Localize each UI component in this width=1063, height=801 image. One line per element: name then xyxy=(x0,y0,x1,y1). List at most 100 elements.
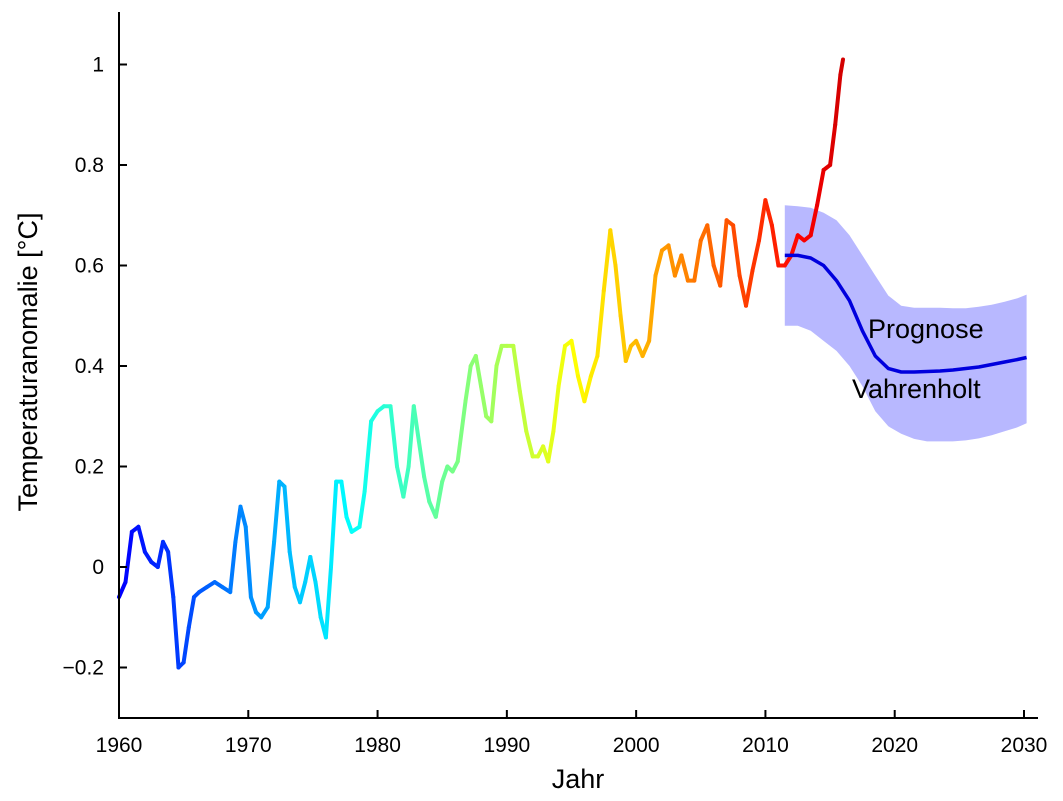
observed-line-segment xyxy=(422,474,432,504)
observed-line-segment xyxy=(136,524,147,554)
observed-line-segment xyxy=(524,429,535,459)
observed-line-segment xyxy=(744,268,755,308)
observed-line-segment xyxy=(233,504,243,544)
observed-line-segment xyxy=(298,580,308,605)
observed-line-segment xyxy=(763,198,774,228)
x-tick-label: 2030 xyxy=(1001,734,1048,757)
y-tick-label: 0.4 xyxy=(75,355,105,378)
forecast-band-layer xyxy=(784,205,1027,442)
y-axis-title: Temperaturanomalie [°C] xyxy=(13,213,43,512)
x-tick-label: 1990 xyxy=(483,734,530,757)
observed-line-segment xyxy=(411,404,421,444)
observed-line-segment xyxy=(647,273,658,343)
observed-line-segment xyxy=(640,338,652,358)
observed-line-segment xyxy=(248,595,258,615)
observed-line-segment xyxy=(731,223,742,278)
observed-line-segment xyxy=(595,288,606,358)
observed-line-segment xyxy=(155,539,165,569)
observed-line-segment xyxy=(692,238,703,283)
observed-line-segment xyxy=(401,464,411,499)
observed-line-segment xyxy=(186,595,196,630)
observed-line-segment xyxy=(653,248,664,278)
y-tick-label: 0.2 xyxy=(75,456,104,479)
observed-line-segment xyxy=(473,354,483,389)
observed-line-segment xyxy=(344,514,354,534)
x-tick-label: 1960 xyxy=(96,734,143,757)
x-axis-title: Jahr xyxy=(552,764,605,794)
observed-line-segment xyxy=(117,580,128,600)
y-tick-label: −0.2 xyxy=(63,657,104,680)
observed-line-segment xyxy=(833,72,843,127)
observed-line-segment xyxy=(705,223,716,268)
observed-line-segment xyxy=(808,203,820,238)
observed-line-segment xyxy=(265,539,277,610)
observed-line-segment xyxy=(323,565,333,640)
observed-line-segment xyxy=(339,479,349,519)
observed-line-segment xyxy=(613,263,623,318)
observed-line-segment xyxy=(769,223,781,268)
observed-line-segment xyxy=(433,479,445,519)
observed-line-segment xyxy=(287,549,297,590)
x-tick-label: 2000 xyxy=(613,734,660,757)
observed-line-segment xyxy=(308,555,318,585)
observed-line-segment xyxy=(750,238,761,273)
observed-line-segment xyxy=(517,389,529,434)
observed-line-segment xyxy=(489,364,499,424)
observed-line-segment xyxy=(618,313,628,363)
observed-line-segment xyxy=(238,504,248,529)
observed-line-segment xyxy=(369,409,380,424)
observed-line-segment xyxy=(282,484,292,554)
observed-line-segment xyxy=(329,479,339,569)
observed-line-segment xyxy=(601,228,613,293)
observed-line-segment xyxy=(313,580,323,620)
observed-line-segment xyxy=(623,343,633,363)
observed-line-segment xyxy=(666,243,677,278)
forecast-line-layer xyxy=(784,253,1027,374)
ticks: 1960 1970 1980 1990 2000 2010 2020 2030 −0.2 0 0.2… xyxy=(63,54,1048,758)
observed-line-segment xyxy=(123,529,134,585)
annotation-prognose: Prognose xyxy=(868,314,984,344)
observed-line-segment xyxy=(228,539,238,595)
x-tick-label: 1980 xyxy=(354,734,401,757)
observed-line-segment xyxy=(838,57,845,77)
observed-line-segment xyxy=(789,233,800,258)
observed-temperature-line xyxy=(117,57,845,670)
observed-line-segment xyxy=(406,404,416,469)
observed-line-segment xyxy=(679,253,690,283)
observed-line-segment xyxy=(828,122,838,167)
observed-line-segment xyxy=(166,549,176,600)
observed-line-segment xyxy=(181,625,191,665)
observed-line-segment xyxy=(463,364,473,404)
observed-line-segment xyxy=(608,228,618,268)
observed-line-segment xyxy=(416,439,427,479)
observed-line-segment xyxy=(388,404,399,469)
y-tick-label: 1 xyxy=(92,54,104,77)
observed-line-segment xyxy=(718,218,729,288)
observed-line-segment xyxy=(259,605,270,620)
observed-line-segment xyxy=(551,384,561,434)
observed-line-segment xyxy=(272,479,282,544)
observed-line-segment xyxy=(576,374,587,404)
x-tick-label: 2010 xyxy=(742,734,789,757)
x-tick-label: 1970 xyxy=(225,734,272,757)
observed-line-segment xyxy=(511,343,522,394)
x-tick-label: 2020 xyxy=(871,734,918,757)
y-tick-label: 0.6 xyxy=(75,255,104,278)
observed-line-segment xyxy=(757,198,768,243)
observed-line-segment xyxy=(440,464,450,484)
observed-line-segment xyxy=(569,338,580,379)
observed-line-segment xyxy=(556,343,567,389)
forecast-line xyxy=(784,253,1027,374)
annotation-vahrenholt: Vahrenholt xyxy=(852,374,981,404)
observed-line-segment xyxy=(171,595,181,670)
observed-line-segment xyxy=(362,419,374,494)
forecast-uncertainty-band xyxy=(784,205,1027,442)
observed-line-segment xyxy=(243,524,253,600)
observed-line-segment xyxy=(357,489,367,529)
observed-line-segment xyxy=(479,384,489,419)
observed-line-segment xyxy=(582,374,593,404)
observed-line-segment xyxy=(455,399,468,464)
observed-line-segment xyxy=(546,429,556,464)
y-tick-label: 0 xyxy=(92,556,104,579)
